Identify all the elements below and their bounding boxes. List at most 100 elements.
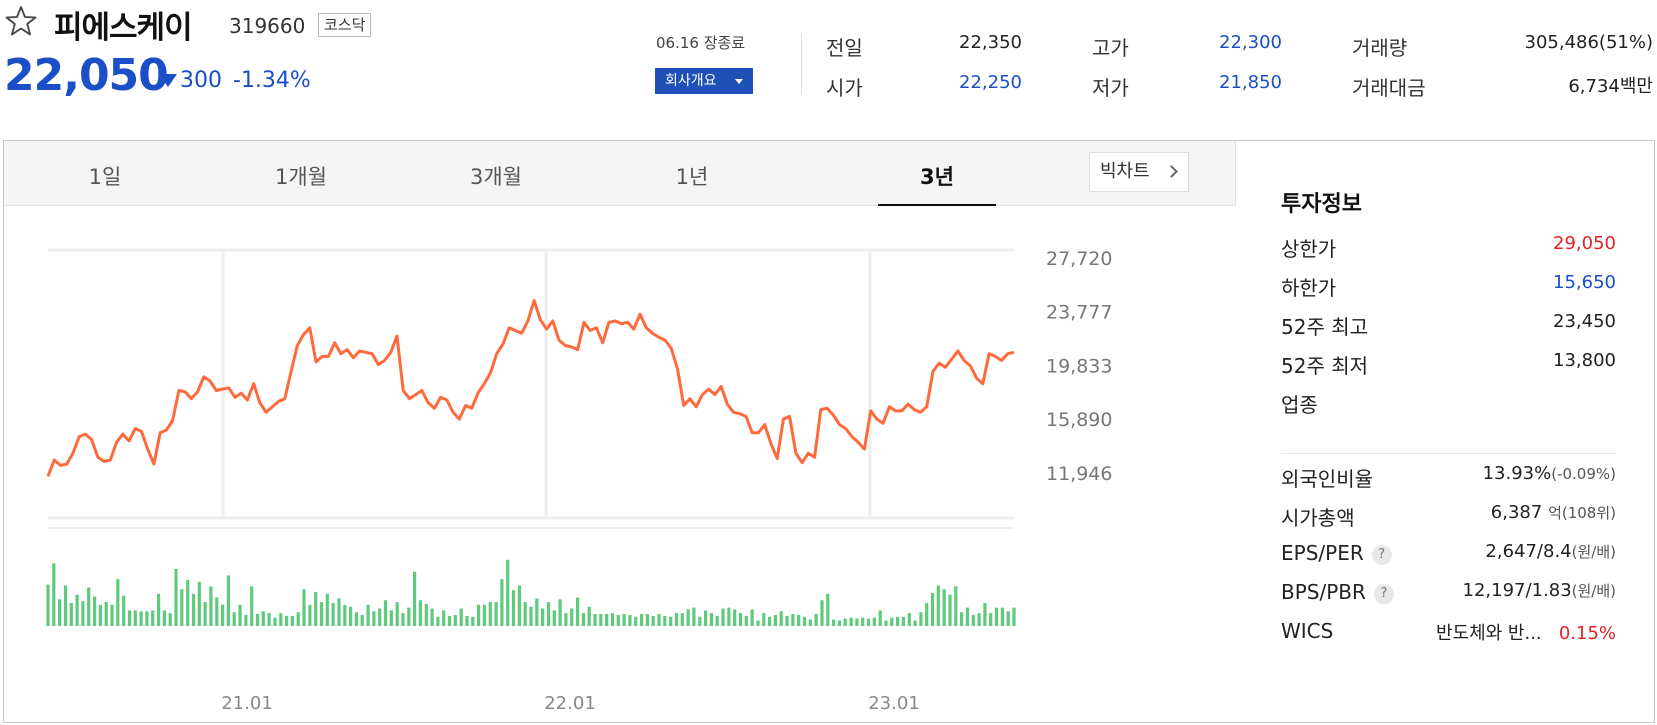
volume-bar [919, 612, 923, 626]
volume-bar [738, 613, 743, 626]
volume-bar [63, 585, 68, 626]
volume-bar [209, 586, 213, 626]
volume-bar [349, 606, 353, 626]
volume-bar [837, 620, 841, 626]
volume-bar [69, 603, 73, 626]
volume-bar [546, 602, 551, 626]
volume-bar [930, 592, 935, 626]
volume-bar [907, 613, 911, 626]
tab-3y[interactable]: 3년 [920, 165, 954, 189]
foreign-ratio-change: (-0.09%) [1551, 465, 1616, 483]
volume-bar [896, 616, 900, 626]
volume-bar [709, 613, 713, 626]
favorite-star-icon[interactable] [4, 4, 38, 38]
volume-bar [162, 610, 166, 626]
volume-bar [826, 593, 830, 626]
volume-bar [855, 618, 859, 626]
y-tick-label: 23,777 [1046, 302, 1112, 324]
upper-limit-label: 상한가 [1281, 237, 1337, 261]
volume-bar [139, 611, 143, 626]
caret-down-icon [735, 79, 743, 84]
volume-bar [634, 616, 638, 626]
volume-bar [797, 615, 801, 626]
volume-bar [477, 604, 481, 626]
volume-bar [424, 603, 428, 626]
company-overview-label: 회사개요 [665, 73, 717, 89]
active-tab-underline [878, 204, 996, 206]
volume-bar [674, 613, 679, 626]
help-icon[interactable]: ? [1373, 584, 1394, 604]
volume-bar [215, 597, 219, 626]
volume-bar [500, 579, 504, 626]
eps-per: 2,647/8.4 [1485, 541, 1572, 562]
tab-1y[interactable]: 1년 [675, 165, 709, 189]
volume-bar [81, 601, 85, 626]
volume-bar [308, 604, 312, 626]
volume-bar [401, 613, 405, 626]
volume-bar [960, 612, 964, 626]
divider [1281, 453, 1616, 454]
volume-bar [721, 608, 725, 626]
help-icon[interactable]: ? [1371, 545, 1392, 565]
session-status: 06.16 장종료 [656, 34, 746, 52]
volume-bar [942, 589, 946, 626]
price-change: 300 [180, 68, 222, 93]
investment-info-title: 투자정보 [1281, 192, 1362, 217]
market-cap: 6,387 [1490, 502, 1543, 523]
volume-bar [581, 613, 585, 626]
volume-bar [983, 603, 987, 626]
volume-bar [901, 616, 905, 626]
volume-bar [151, 610, 155, 626]
low52-value: 13,800 [1553, 350, 1616, 371]
price-series-line [46, 299, 1015, 477]
volume-bar [610, 613, 615, 626]
volume-bar [273, 617, 277, 626]
volume-bar [965, 607, 969, 626]
bigchart-button[interactable]: 빅차트 [1089, 152, 1189, 192]
volume-bar [768, 616, 772, 626]
volume-bar [180, 589, 184, 626]
volume-bar [290, 615, 294, 626]
volume-bar [168, 613, 172, 626]
volume-bar [122, 595, 126, 626]
volume-bar [552, 610, 556, 626]
x-tick-label: 23.01 [868, 693, 920, 714]
stock-code: 319660 [229, 14, 306, 38]
volume-bar [98, 604, 102, 626]
wics-sector[interactable]: 반도체와 반... [1435, 623, 1542, 644]
volume-bar [494, 602, 498, 626]
volume-bar [727, 607, 731, 626]
tab-3m[interactable]: 3개월 [469, 165, 522, 189]
volume-bar [279, 613, 283, 626]
market-cap-value: 6,387 억(108위) [1491, 502, 1616, 523]
volume-bar [250, 586, 254, 626]
divider [801, 34, 802, 94]
tab-1m[interactable]: 1개월 [274, 165, 327, 189]
volume-bar [820, 600, 824, 626]
volume-bar [52, 563, 56, 626]
volume-bar [127, 610, 132, 626]
volume-bar [1012, 607, 1016, 626]
volume-bar [936, 585, 940, 626]
open-label: 시가 [826, 76, 863, 100]
y-tick-label: 27,720 [1046, 248, 1112, 270]
industry-label: 업종 [1281, 393, 1318, 417]
volume-bar [704, 610, 708, 626]
volume-bar [971, 615, 975, 626]
volume-bar [866, 618, 871, 626]
wics-label: WICS [1281, 619, 1334, 643]
volume-bar [302, 589, 306, 626]
trade-value-unit: 백만 [1619, 76, 1653, 97]
volume-bar [285, 615, 289, 626]
volume-bar [925, 603, 929, 626]
volume-bar [564, 613, 568, 626]
volume-bar [442, 610, 446, 626]
volume-bar [482, 604, 486, 626]
tab-1d[interactable]: 1일 [88, 165, 122, 189]
volume-bar [453, 615, 457, 626]
foreign-ratio: 13.93% [1482, 463, 1552, 484]
company-overview-button[interactable]: 회사개요 [655, 68, 753, 94]
volume-bar [779, 611, 783, 626]
volume-bar [267, 613, 271, 626]
volume-bar [116, 579, 120, 626]
